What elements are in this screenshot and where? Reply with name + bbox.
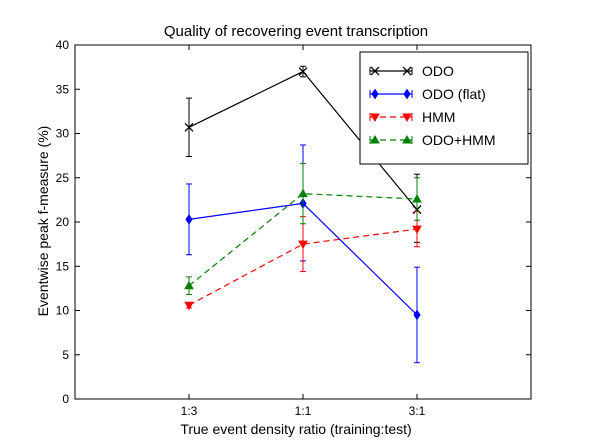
- legend-item: ODO+HMM: [369, 132, 496, 148]
- data-point: [184, 122, 194, 132]
- x-axis-label: True event density ratio (training:test): [180, 421, 411, 437]
- data-point: [298, 240, 308, 250]
- legend-marker: [371, 88, 379, 100]
- data-point: [413, 309, 421, 321]
- legend-marker: [402, 134, 412, 144]
- legend-marker: [402, 113, 412, 123]
- legend-marker: [370, 66, 380, 76]
- y-tick-label: 15: [56, 259, 70, 273]
- legend-marker: [403, 88, 411, 100]
- legend-marker: [402, 66, 412, 76]
- y-axis-label: Eventwise peak f-measure (%): [35, 126, 51, 317]
- legend-label: HMM: [422, 109, 455, 125]
- y-tick-label: 40: [56, 38, 70, 52]
- x-tick-label: 1:1: [295, 404, 312, 418]
- data-point: [298, 67, 308, 77]
- y-tick-label: 10: [56, 304, 70, 318]
- data-point: [184, 301, 194, 311]
- legend-label: ODO+HMM: [422, 132, 496, 148]
- y-tick-label: 5: [62, 348, 69, 362]
- legend-item: HMM: [369, 109, 455, 125]
- legend-label: ODO: [422, 63, 454, 79]
- legend: ODO ODO (flat) HMM ODO+HMM: [359, 51, 529, 165]
- y-tick-label: 30: [56, 127, 70, 141]
- y-tick-label: 25: [56, 171, 70, 185]
- series-odo-hmm: [184, 163, 422, 296]
- legend-item: ODO (flat): [369, 86, 486, 102]
- series-line: [188, 193, 418, 287]
- legend-label: ODO (flat): [422, 86, 486, 102]
- y-tick-label: 35: [56, 82, 70, 96]
- series-line: [188, 228, 418, 306]
- chart-title: Quality of recovering event transcriptio…: [164, 23, 428, 40]
- data-point: [185, 213, 193, 225]
- x-tick-label: 3:1: [409, 404, 426, 418]
- legend-marker: [370, 113, 380, 123]
- y-tick-label: 0: [62, 392, 69, 406]
- data-point: [184, 280, 194, 290]
- data-point: [412, 225, 422, 235]
- plot-area: 0 5 10 15 20 25 30 35 40 1:3 1:1 3:1: [56, 38, 532, 418]
- y-tick-label: 20: [56, 215, 70, 229]
- legend-item: ODO: [369, 63, 454, 79]
- data-point: [298, 188, 308, 198]
- legend-marker: [370, 134, 380, 144]
- series-hmm: [184, 210, 422, 311]
- x-tick-label: 1:3: [181, 404, 198, 418]
- data-point: [412, 193, 422, 203]
